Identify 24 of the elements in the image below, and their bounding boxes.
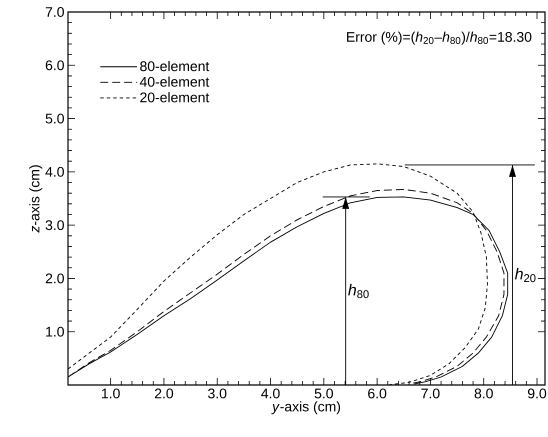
text: Error (%)=(h$_{20}$–h$_{80}$)/h$_{80}$=18.30 [347,32,532,45]
y-tick-label: 3.0 [46,220,64,230]
x-tick-label: 5.0 [314,388,333,398]
y-tick-label: 7.0 [46,7,64,17]
legend-label: 20-element [140,92,210,102]
x-axis-title: y-axis (cm) [271,401,340,414]
x-tick-label: 8.0 [474,388,493,398]
x-tick-label: 7.0 [421,388,440,398]
annotation: h$_{20}$ [514,268,536,282]
x-tick-label: 6.0 [368,388,386,398]
x-tick-label: 3.0 [208,388,226,398]
legend-label: 40-element [140,76,210,87]
y-tick-label: 4.0 [45,166,64,177]
x-tick-label: 9.0 [528,388,546,398]
legend-label: 80-element [140,60,210,72]
annotation: h$_{80}$ [348,284,369,298]
x-tick-label: 2.0 [154,388,174,398]
x-tick-label: 4.0 [261,388,280,398]
y-tick-label: 1.0 [46,326,64,337]
y-axis-title: z-axis (cm) [29,165,42,233]
y-tick-label: 2.0 [46,273,64,284]
y-tick-label: 5.0 [46,114,64,124]
x-tick-label: 1.0 [102,388,120,398]
y-tick-label: 6.0 [46,60,64,70]
